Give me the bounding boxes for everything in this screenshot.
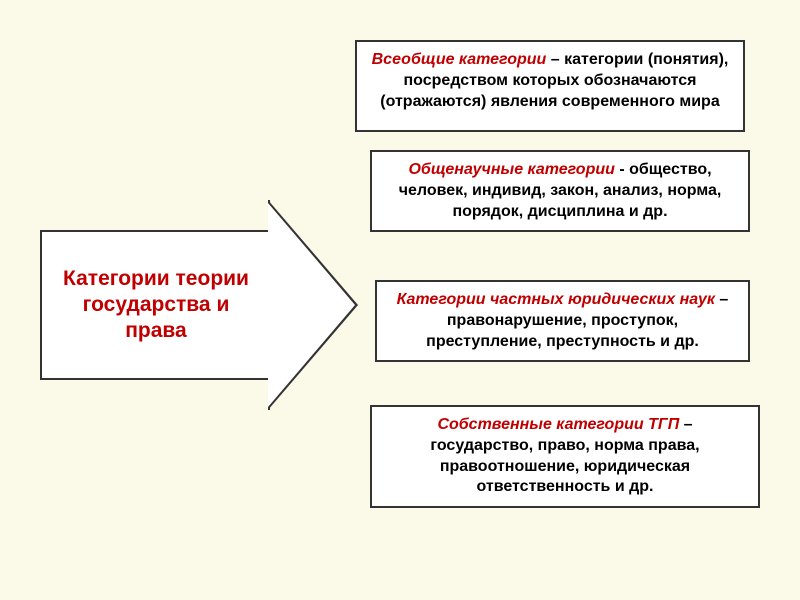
category-box-0: Всеобщие категории – категории (понятия)… [355, 40, 745, 132]
category-box-2: Категории частных юридических наук – пра… [375, 280, 750, 362]
category-box-1: Общенаучные категории - общество, челове… [370, 150, 750, 232]
category-highlight: Всеобщие категории [372, 51, 547, 68]
category-highlight: Категории частных юридических наук [397, 291, 715, 308]
category-highlight: Общенаучные категории [408, 161, 614, 178]
category-box-3: Собственные категории ТГП – государство,… [370, 405, 760, 508]
category-highlight: Собственные категории ТГП [437, 416, 679, 433]
arrow-head [268, 200, 358, 410]
main-arrow: Категории теории государства и права [40, 200, 360, 410]
arrow-body: Категории теории государства и права [40, 230, 270, 380]
arrow-title: Категории теории государства и права [52, 266, 260, 345]
